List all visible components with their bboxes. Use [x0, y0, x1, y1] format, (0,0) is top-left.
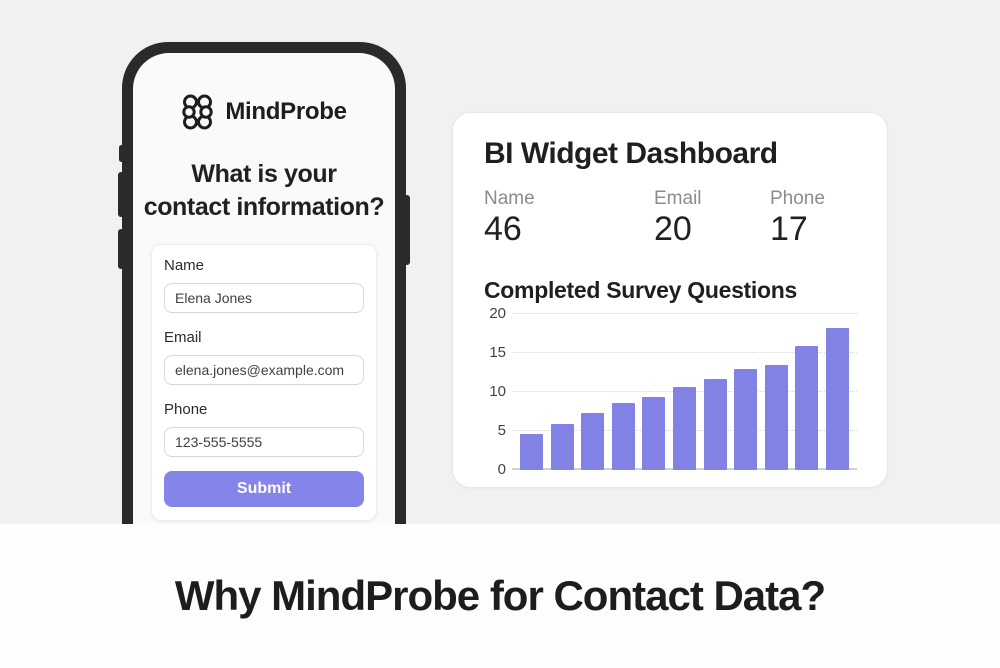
chart-title: Completed Survey Questions	[484, 277, 797, 303]
contact-form: Name Email Phone Submit	[151, 244, 377, 521]
phone-mockup: MindProbe What is your contact informati…	[118, 42, 410, 524]
phone-volume-down-button	[118, 229, 124, 269]
stat-email-label: Email	[654, 188, 702, 209]
page-headline: Why MindProbe for Contact Data?	[174, 572, 826, 619]
survey-bar	[734, 369, 758, 470]
brand: MindProbe	[133, 93, 395, 131]
survey-bar	[825, 328, 849, 470]
form-question: What is your contact information?	[133, 158, 395, 224]
stat-name-value: 46	[484, 210, 522, 248]
dashboard-card: BI Widget Dashboard Name 46 Email 20 Pho…	[452, 112, 888, 488]
survey-bar	[764, 365, 788, 470]
name-input[interactable]	[164, 283, 364, 313]
gridline	[512, 352, 857, 353]
phone-power-button	[404, 195, 410, 265]
email-field-label: Email	[164, 329, 202, 346]
submit-button[interactable]: Submit	[164, 471, 364, 507]
phone-field: Phone	[164, 401, 364, 457]
gridline	[512, 313, 857, 314]
dashboard-title: BI Widget Dashboard	[484, 137, 778, 170]
stat-name-label: Name	[484, 188, 535, 209]
form-question-line2: contact information?	[143, 193, 385, 221]
chart-bars	[512, 314, 857, 470]
brand-name: MindProbe	[225, 98, 347, 125]
phone-mute-switch	[119, 145, 124, 162]
name-field: Name	[164, 257, 364, 313]
survey-bar	[550, 423, 574, 470]
y-tick-label: 20	[489, 305, 506, 322]
chart-y-axis: 0 5 10 15 20	[484, 305, 512, 478]
survey-bar	[642, 396, 666, 470]
survey-bar	[520, 434, 543, 470]
survey-bar	[795, 345, 819, 470]
name-field-label: Name	[164, 257, 205, 274]
hero-section: MindProbe What is your contact informati…	[0, 0, 1000, 524]
survey-bar	[611, 402, 635, 470]
stat-phone: Phone 17	[770, 188, 825, 248]
phone-field-label: Phone	[164, 401, 208, 418]
survey-bar	[581, 413, 605, 470]
stat-name: Name 46	[484, 188, 654, 248]
form-question-line1: What is your	[191, 160, 337, 188]
y-tick-label: 5	[497, 422, 506, 439]
headline-section: Why MindProbe for Contact Data?	[0, 524, 1000, 668]
phone-screen: MindProbe What is your contact informati…	[133, 53, 395, 524]
phone-input[interactable]	[164, 427, 364, 457]
email-input[interactable]	[164, 355, 364, 385]
survey-bar	[672, 386, 696, 470]
phone-volume-up-button	[118, 172, 124, 217]
y-tick-label: 0	[497, 461, 506, 478]
brain-logo-icon	[182, 94, 214, 130]
stat-phone-label: Phone	[770, 188, 825, 209]
stat-email: Email 20	[654, 188, 770, 248]
chart-plot	[512, 313, 857, 470]
survey-bar	[703, 378, 727, 470]
email-field: Email	[164, 329, 364, 385]
stats-row: Name 46 Email 20 Phone 17	[484, 188, 857, 248]
y-tick-label: 15	[489, 344, 506, 361]
stat-phone-value: 17	[770, 210, 808, 248]
survey-bar-chart: 0 5 10 15 20	[484, 305, 857, 478]
y-tick-label: 10	[489, 383, 506, 400]
stat-email-value: 20	[654, 210, 692, 248]
